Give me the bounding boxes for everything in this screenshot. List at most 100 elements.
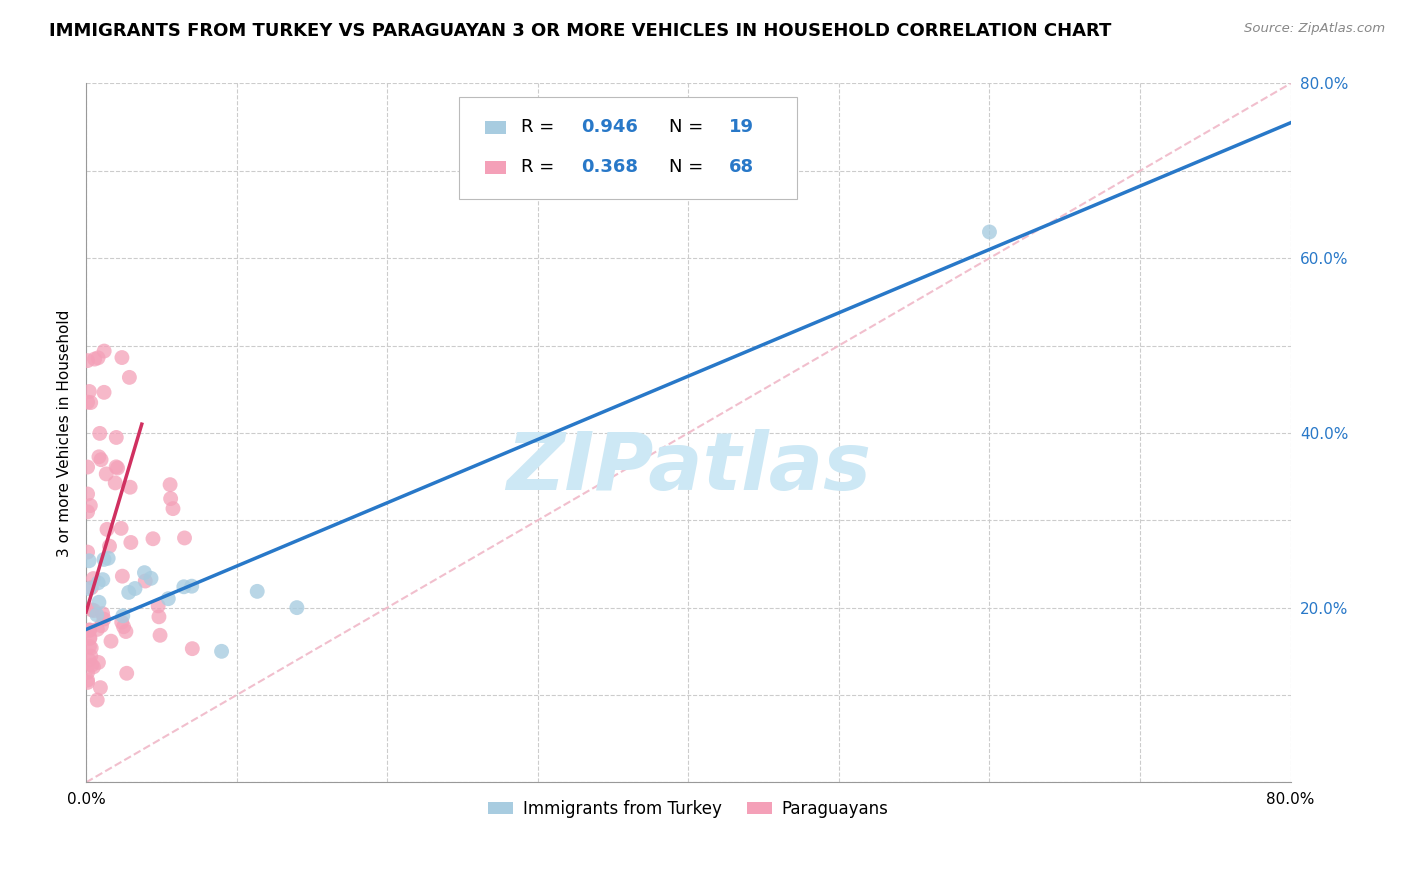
FancyBboxPatch shape <box>460 97 797 199</box>
Point <box>76 673 98 687</box>
Point <box>107 461 129 475</box>
Point <box>124 582 146 596</box>
Point <box>79 623 101 637</box>
Point <box>80 649 103 664</box>
Point <box>142 532 165 546</box>
Point <box>76 353 98 368</box>
Point <box>80 658 103 673</box>
Point <box>76 505 98 519</box>
Point <box>79 632 101 646</box>
Text: 0.368: 0.368 <box>581 158 638 177</box>
Text: R =: R = <box>520 119 560 136</box>
Text: Source: ZipAtlas.com: Source: ZipAtlas.com <box>1244 22 1385 36</box>
Point <box>162 501 184 516</box>
Text: ZIPatlas: ZIPatlas <box>506 429 870 507</box>
Text: N =: N = <box>669 119 709 136</box>
Point <box>79 631 101 645</box>
Point <box>76 395 98 409</box>
Text: R =: R = <box>520 158 560 177</box>
Point <box>93 344 115 359</box>
Point <box>77 582 100 596</box>
Point <box>87 575 110 590</box>
Point <box>83 603 105 617</box>
Point <box>97 551 120 566</box>
Point <box>148 609 170 624</box>
Point <box>93 612 115 626</box>
Point <box>96 467 118 481</box>
Point <box>80 640 103 655</box>
Point <box>139 571 162 585</box>
Point <box>111 615 134 630</box>
Point <box>104 475 127 490</box>
Point <box>89 426 111 441</box>
Point <box>79 384 101 399</box>
FancyBboxPatch shape <box>485 161 506 174</box>
Point <box>86 607 108 622</box>
Point <box>79 499 101 513</box>
Point <box>96 522 118 536</box>
Point <box>77 653 100 667</box>
Point <box>285 600 308 615</box>
Point <box>80 395 103 409</box>
Point <box>91 573 114 587</box>
Point <box>77 554 100 568</box>
Point <box>211 644 233 658</box>
Legend: Immigrants from Turkey, Paraguayans: Immigrants from Turkey, Paraguayans <box>481 793 896 824</box>
Point <box>100 634 122 648</box>
Point <box>76 675 98 690</box>
Point <box>87 656 110 670</box>
Point <box>115 624 138 639</box>
Point <box>120 480 142 494</box>
Point <box>76 545 98 559</box>
Point <box>89 681 111 695</box>
Point <box>80 581 103 595</box>
Point <box>87 595 110 609</box>
FancyBboxPatch shape <box>485 121 506 134</box>
Point <box>93 385 115 400</box>
Point <box>118 585 141 599</box>
Point <box>82 660 104 674</box>
Point <box>111 569 134 583</box>
Point <box>246 584 269 599</box>
Y-axis label: 3 or more Vehicles in Household: 3 or more Vehicles in Household <box>58 310 72 557</box>
Point <box>180 579 202 593</box>
Point <box>90 618 112 632</box>
Text: 0.946: 0.946 <box>581 119 638 136</box>
Point <box>90 452 112 467</box>
Point <box>181 641 204 656</box>
Point <box>105 430 128 444</box>
Point <box>87 351 110 365</box>
Text: 68: 68 <box>730 158 755 177</box>
Point <box>134 566 156 580</box>
Point <box>120 535 142 549</box>
Point <box>157 591 180 606</box>
Point <box>76 460 98 475</box>
Point <box>82 572 104 586</box>
Text: 19: 19 <box>730 119 754 136</box>
Point <box>79 623 101 637</box>
Point <box>86 693 108 707</box>
Text: N =: N = <box>669 158 709 177</box>
Point <box>111 608 134 623</box>
Point <box>79 640 101 654</box>
Point <box>110 521 132 535</box>
Point <box>118 370 141 384</box>
Point <box>115 666 138 681</box>
Point <box>149 628 172 642</box>
Point <box>76 665 98 680</box>
Point <box>105 459 128 474</box>
Point <box>979 225 1001 239</box>
Point <box>76 487 98 501</box>
Point <box>148 599 170 613</box>
Point <box>159 491 181 506</box>
Point <box>93 552 115 566</box>
Point <box>80 603 103 617</box>
Point <box>91 607 114 621</box>
Text: IMMIGRANTS FROM TURKEY VS PARAGUAYAN 3 OR MORE VEHICLES IN HOUSEHOLD CORRELATION: IMMIGRANTS FROM TURKEY VS PARAGUAYAN 3 O… <box>49 22 1112 40</box>
Point <box>87 450 110 464</box>
Point <box>86 623 108 637</box>
Point <box>112 620 135 634</box>
Point <box>159 477 181 491</box>
Point <box>83 352 105 367</box>
Point <box>173 531 195 545</box>
